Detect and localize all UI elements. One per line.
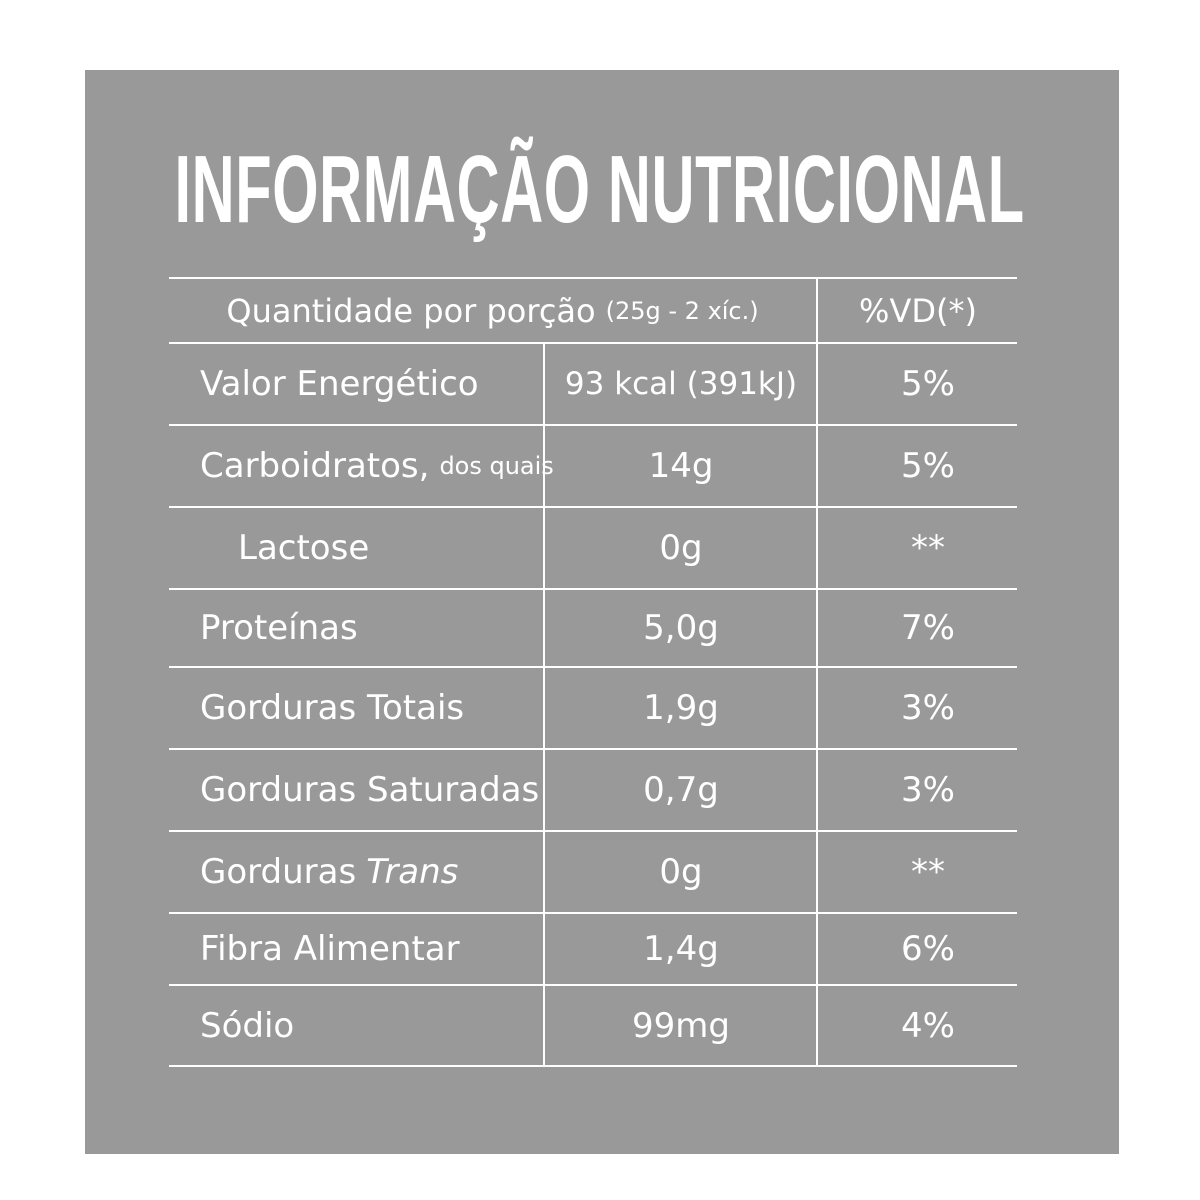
nutrient-qty: 14g (648, 446, 714, 486)
nutrient-qty: 1,4g (643, 929, 719, 969)
nutrient-vd: 7% (901, 608, 955, 648)
table-row-name: Valor Energético (200, 344, 540, 424)
nutrient-name-suffix: dos quais (439, 452, 554, 480)
divider-row-6 (169, 830, 1017, 832)
table-row-qty: 93 kcal (391kJ) (546, 344, 816, 424)
table-row-name: Carboidratos, dos quais (200, 426, 554, 506)
table-row-name: Gorduras Trans (200, 832, 540, 912)
nutrient-name: Fibra Alimentar (200, 929, 460, 969)
table-row-vd: 3% (820, 750, 1036, 830)
divider-row-7 (169, 912, 1017, 914)
header-vd: %VD(*) (818, 280, 1018, 342)
nutrient-qty: 0g (659, 852, 703, 892)
divider-bottom (169, 1065, 1017, 1067)
nutrient-qty: 5,0g (643, 608, 719, 648)
label-title: INFORMAÇÃO NUTRICIONAL (174, 136, 1026, 243)
table-row-qty: 5,0g (546, 590, 816, 666)
nutrient-vd: ** (911, 852, 945, 892)
table-row-vd: 3% (820, 668, 1036, 748)
nutrient-qty: 93 kcal (391kJ) (564, 365, 798, 402)
nutrient-vd: 5% (901, 364, 955, 404)
table-row-vd: 6% (820, 914, 1036, 984)
table-row-name: Lactose (238, 508, 578, 588)
nutrient-name: Gorduras (200, 852, 357, 892)
divider-row-3 (169, 588, 1017, 590)
divider-top (169, 277, 1017, 279)
nutrition-panel (85, 70, 1119, 1154)
table-row-qty: 1,9g (546, 668, 816, 748)
nutrient-name: Gorduras Saturadas (200, 770, 540, 810)
nutrient-name: Proteínas (200, 608, 358, 648)
column-divider-qty (543, 342, 545, 1067)
nutrient-qty: 99mg (632, 1005, 730, 1046)
nutrient-name: Gorduras Totais (200, 688, 465, 728)
divider-row-4 (169, 666, 1017, 668)
nutrient-vd: 3% (901, 688, 955, 728)
nutrient-vd: ** (911, 528, 945, 568)
table-row-qty: 99mg (546, 986, 816, 1065)
nutrient-name: Carboidratos, (200, 446, 430, 486)
table-row-name: Gorduras Saturadas (200, 750, 540, 830)
nutrient-name: Sódio (200, 1005, 295, 1046)
table-row-vd: 5% (820, 426, 1036, 506)
table-row-vd: ** (820, 508, 1036, 588)
nutrient-vd: 5% (901, 446, 955, 486)
divider-row-8 (169, 984, 1017, 986)
header-portion: Quantidade por porção (25g - 2 xíc.) (169, 280, 816, 342)
header-portion-label: Quantidade por porção (226, 292, 596, 330)
divider-row-2 (169, 506, 1017, 508)
table-row-qty: 14g (546, 426, 816, 506)
nutrient-name-suffix: Trans (366, 852, 459, 892)
table-row-qty: 0g (546, 508, 816, 588)
column-divider-vd (816, 277, 818, 1067)
nutrient-vd: 3% (901, 770, 955, 810)
table-row-name: Sódio (200, 986, 540, 1065)
table-row-name: Proteínas (200, 590, 540, 666)
divider-header (169, 342, 1017, 344)
nutrient-vd: 4% (901, 1005, 955, 1046)
nutrient-name: Valor Energético (200, 364, 479, 404)
header-vd-label: %VD(*) (859, 292, 977, 330)
divider-row-1 (169, 424, 1017, 426)
nutrient-name: Lactose (238, 528, 370, 568)
table-row-vd: 4% (820, 986, 1036, 1065)
table-row-qty: 1,4g (546, 914, 816, 984)
label-title-container: INFORMAÇÃO NUTRICIONAL (0, 120, 1200, 260)
nutrient-qty: 0g (659, 528, 703, 568)
table-row-vd: ** (820, 832, 1036, 912)
table-row-name: Gorduras Totais (200, 668, 540, 748)
table-row-name: Fibra Alimentar (200, 914, 540, 984)
table-row-vd: 5% (820, 344, 1036, 424)
nutrient-qty: 0,7g (643, 770, 719, 810)
nutrient-qty: 1,9g (643, 688, 719, 728)
table-row-qty: 0,7g (546, 750, 816, 830)
table-row-qty: 0g (546, 832, 816, 912)
nutrient-vd: 6% (901, 929, 955, 969)
table-row-vd: 7% (820, 590, 1036, 666)
header-portion-size: (25g - 2 xíc.) (605, 297, 759, 325)
divider-row-5 (169, 748, 1017, 750)
